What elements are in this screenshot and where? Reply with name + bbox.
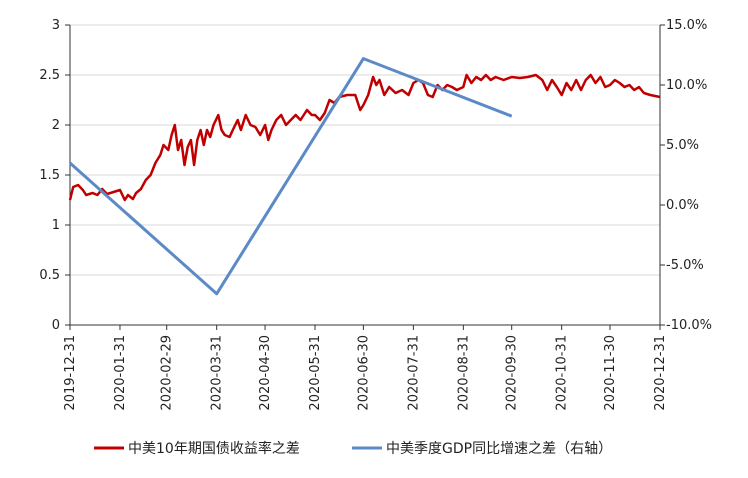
x-axis-ticks: 2019-12-31 2020-01-31 2020-02-29 2020-03-31… — [63, 325, 668, 411]
series-lines — [68, 57, 661, 296]
left-tick-label: 2.5 — [39, 68, 60, 83]
x-tick-label: 2020-11-30 — [603, 335, 618, 411]
left-axis-ticks: 0 0.5 1 1.5 2 2.5 3 — [39, 18, 70, 333]
x-tick-label: 2020-10-31 — [555, 335, 570, 411]
x-tick-label: 2020-08-31 — [456, 335, 471, 411]
right-tick-label: -5.0% — [666, 258, 704, 273]
x-tick-label: 2020-05-31 — [308, 335, 323, 411]
gdp-diff-line — [69, 57, 513, 296]
x-tick-label: 2020-12-31 — [653, 335, 668, 411]
left-tick-label: 1 — [52, 218, 60, 233]
right-tick-label: 5.0% — [666, 138, 699, 153]
x-tick-label: 2020-09-30 — [505, 335, 520, 411]
legend-label-yield-diff: 中美10年期国债收益率之差 — [128, 440, 300, 457]
x-tick-label: 2020-04-30 — [258, 335, 273, 411]
gridlines — [70, 24, 660, 276]
right-tick-label: 15.0% — [666, 18, 707, 33]
x-tick-label: 2020-07-31 — [406, 335, 421, 411]
legend-label-gdp-diff: 中美季度GDP同比增速之差（右轴） — [386, 441, 612, 457]
yield-diff-line — [68, 73, 661, 202]
x-tick-label: 2019-12-31 — [63, 335, 78, 411]
x-tick-label: 2020-06-30 — [356, 335, 371, 411]
left-tick-label: 3 — [52, 18, 60, 33]
right-tick-label: 0.0% — [666, 198, 699, 213]
x-tick-label: 2020-01-31 — [113, 335, 128, 411]
left-tick-label: 1.5 — [39, 168, 60, 183]
legend: 中美10年期国债收益率之差 中美季度GDP同比增速之差（右轴） — [94, 440, 612, 457]
left-tick-label: 0.5 — [39, 268, 60, 283]
left-tick-label: 0 — [52, 318, 60, 333]
right-tick-label: -10.0% — [666, 318, 712, 333]
right-tick-label: 10.0% — [666, 78, 707, 93]
x-tick-label: 2020-03-31 — [210, 335, 225, 411]
left-tick-label: 2 — [52, 118, 60, 133]
right-axis-ticks: -10.0% -5.0% 0.0% 5.0% 10.0% 15.0% — [660, 18, 712, 333]
x-tick-label: 2020-02-29 — [160, 335, 175, 411]
